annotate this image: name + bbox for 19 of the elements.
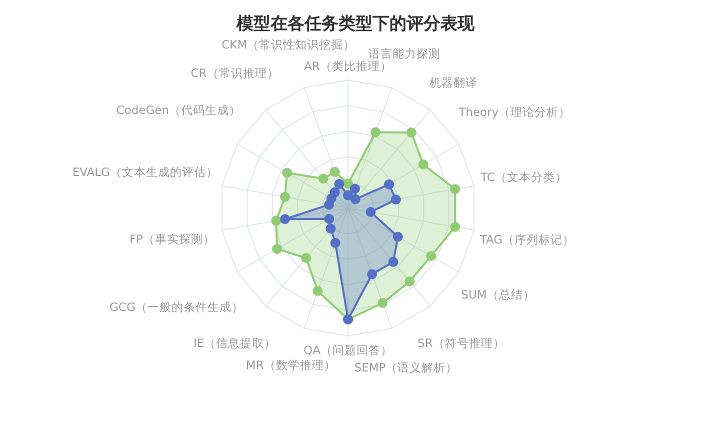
spoke-label: CKM（常识性知识挖掘） (222, 37, 356, 52)
spoke-label: QA（问题回答） (304, 343, 392, 358)
spoke-label: FP（事实探测） (129, 232, 216, 246)
spoke-label: SEMP（语义解析） (354, 360, 458, 374)
spoke-label: 语言能力探测 (368, 46, 440, 60)
spoke-label: SR（符号推理） (418, 336, 505, 350)
spoke-label: TAG（序列标记） (478, 232, 575, 247)
spoke-label: MR（数学推理） (246, 358, 336, 372)
spoke-label: CR（常识推理） (190, 66, 279, 80)
spoke-label: SUM（总结） (461, 288, 535, 302)
spoke-label: Theory（理论分析） (458, 104, 571, 119)
spoke-label: 机器翻译 (430, 75, 478, 90)
chart-title: 模型在各任务类型下的评分表现 (235, 13, 476, 35)
spoke-label: TC（文本分类） (480, 170, 567, 184)
spoke-label: CodeGen（代码生成） (116, 103, 242, 118)
spoke-label: IE（信息提取） (193, 336, 276, 350)
spoke-label: GCG（一般的条件生成） (110, 300, 244, 314)
spoke-label: EVALG（文本生成的评估） (72, 165, 218, 180)
spoke-label: AR（类比推理） (304, 58, 392, 73)
